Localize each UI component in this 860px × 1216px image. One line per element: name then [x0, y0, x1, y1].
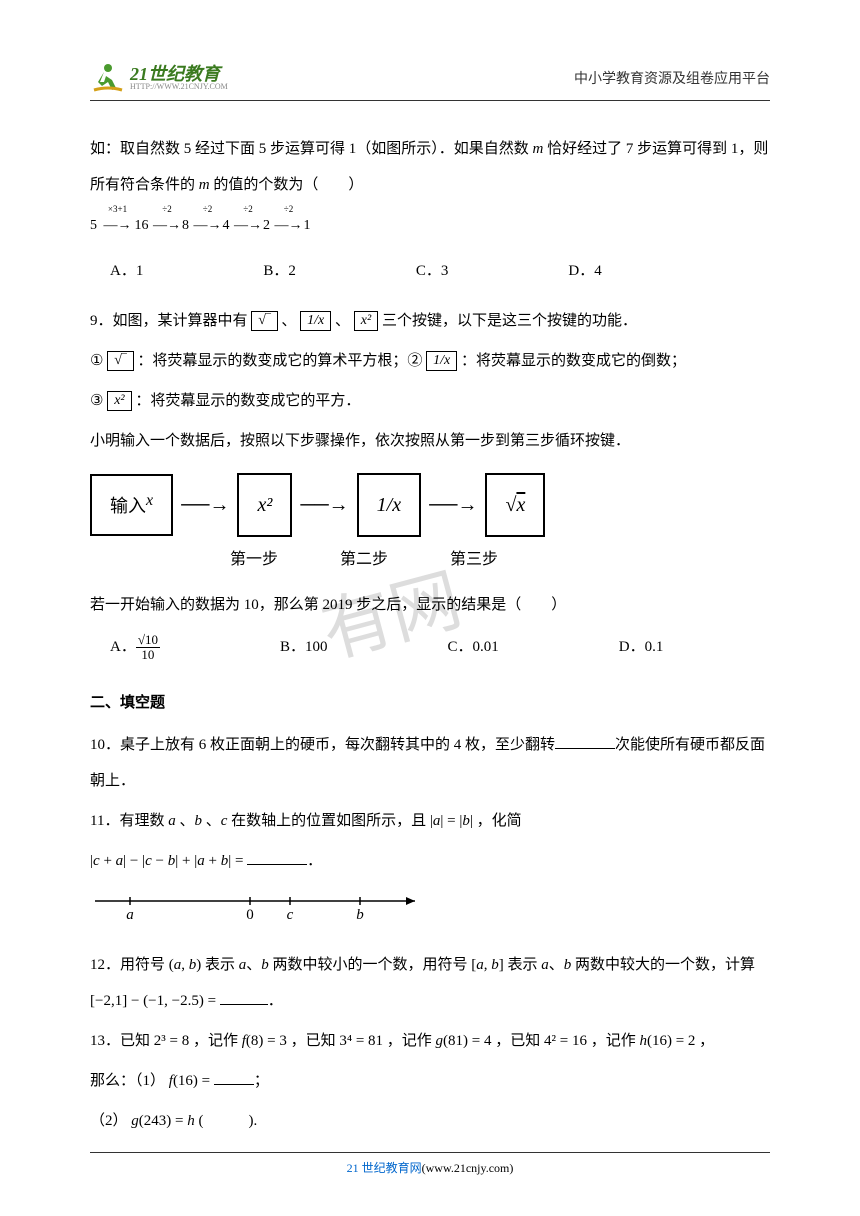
- page-header: 21世纪教育 HTTP://WWW.21CNJY.COM 中小学教育资源及组卷应…: [90, 60, 770, 101]
- sqrt-button-icon: √‾: [107, 351, 133, 371]
- page-content: 如：取自然数 5 经过下面 5 步运算可得 1（如图所示）．如果自然数 m 恰好…: [90, 131, 770, 1139]
- numberline-icon: a 0 c b: [90, 889, 430, 923]
- q9-opt-b: B．100: [280, 629, 328, 665]
- svg-text:c: c: [287, 907, 294, 923]
- q8-sequence: 5 —×3+1→16 —÷2→8 —÷2→4 —÷2→2 —÷2→1: [90, 209, 770, 243]
- q13-line2: 那么：（1） f(16) = ；: [90, 1063, 770, 1099]
- arrow-icon: ──→: [181, 481, 229, 529]
- q8-opt-c: C．3: [416, 253, 449, 289]
- svg-text:a: a: [126, 907, 134, 923]
- q8-intro: 如：取自然数 5 经过下面 5 步运算可得 1（如图所示）．如果自然数 m 恰好…: [90, 131, 770, 203]
- fc-step1: x²: [237, 473, 292, 537]
- fc-input: 输入x: [90, 474, 173, 536]
- q9-flow-labels: 第一步 第二步 第三步: [230, 541, 770, 579]
- q11-line2: |c + a| − |c − b| + |a + b| = ．: [90, 843, 770, 879]
- label-step3: 第三步: [450, 541, 498, 579]
- q9-flowchart: 输入x ──→ x² ──→ 1/x ──→ √x: [90, 473, 770, 537]
- svg-text:b: b: [356, 907, 364, 923]
- logo-block: 21世纪教育 HTTP://WWW.21CNJY.COM: [90, 60, 228, 96]
- fc-step3: √x: [485, 473, 545, 537]
- section-2-title: 二、填空题: [90, 685, 770, 721]
- q8-opt-a: A．1: [110, 253, 143, 289]
- page-footer: 21 世纪教育网(www.21cnjy.com): [90, 1152, 770, 1176]
- fc-step2: 1/x: [357, 473, 421, 537]
- label-step1: 第一步: [230, 541, 278, 579]
- q9-options: A．√1010 B．100 C．0.01 D．0.1: [110, 629, 770, 665]
- q12: 12．用符号 (a, b) 表示 a、b 两数中较小的一个数，用符号 [a, b…: [90, 947, 770, 1019]
- inverse-button-icon: 1/x: [300, 311, 331, 331]
- q9-intro: 9．如图，某计算器中有 √‾ 、 1/x 、 x² 三个按键，以下是这三个按键的…: [90, 303, 770, 339]
- logo-sub-text: HTTP://WWW.21CNJY.COM: [130, 83, 228, 91]
- runner-icon: [90, 60, 126, 96]
- q8-options: A．1 B．2 C．3 D．4: [110, 253, 770, 289]
- footer-url: (www.21cnjy.com): [422, 1161, 514, 1175]
- sqrt-button-icon: √‾: [251, 311, 277, 331]
- q8-opt-b: B．2: [263, 253, 296, 289]
- q9-desc-1-2: ① √‾ ：将荧幕显示的数变成它的算术平方根；② 1/x ：将荧幕显示的数变成它…: [90, 343, 770, 379]
- arrow-icon: ──→: [300, 481, 348, 529]
- q11-line1: 11．有理数 a 、b 、c 在数轴上的位置如图所示，且 |a| = |b| ，…: [90, 803, 770, 839]
- q9-opt-a: A．√1010: [110, 629, 160, 665]
- label-step2: 第二步: [340, 541, 388, 579]
- square-button-icon: x²: [354, 311, 378, 331]
- q9-opt-d: D．0.1: [619, 629, 664, 665]
- q10: 10．桌子上放有 6 枚正面朝上的硬币，每次翻转其中的 4 枚，至少翻转次能使所…: [90, 727, 770, 799]
- svg-text:0: 0: [246, 907, 254, 923]
- square-button-icon: x²: [107, 391, 131, 411]
- q9-ask: 若一开始输入的数据为 10，那么第 2019 步之后，显示的结果是（ ）: [90, 587, 770, 623]
- header-title: 中小学教育资源及组卷应用平台: [574, 68, 770, 88]
- q13-line1: 13．已知 2³ = 8 ，记作 f(8) = 3 ，已知 3⁴ = 81 ，记…: [90, 1023, 770, 1059]
- footer-link: 21 世纪教育网: [347, 1161, 422, 1175]
- q13-line3: （2） g(243) = h ( ).: [90, 1103, 770, 1139]
- logo-main-text: 21世纪教育: [130, 65, 228, 83]
- inverse-button-icon: 1/x: [426, 351, 457, 371]
- arrow-icon: ──→: [429, 481, 477, 529]
- q8-opt-d: D．4: [568, 253, 601, 289]
- q9-opt-c: C．0.01: [448, 629, 499, 665]
- q9-line2: 小明输入一个数据后，按照以下步骤操作，依次按照从第一步到第三步循环按键．: [90, 423, 770, 459]
- q9-desc-3: ③ x² ：将荧幕显示的数变成它的平方．: [90, 383, 770, 419]
